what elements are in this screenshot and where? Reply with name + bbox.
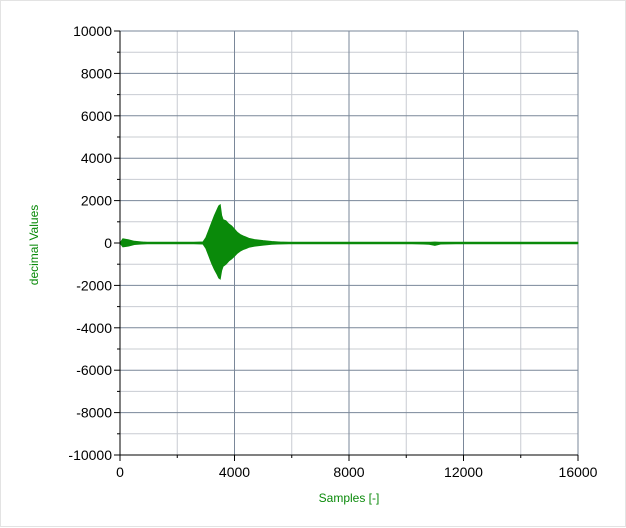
x-tick-label: 12000 bbox=[444, 464, 483, 480]
x-tick-label: 0 bbox=[116, 464, 124, 480]
y-tick-label: 10000 bbox=[73, 23, 112, 39]
y-tick-label: 6000 bbox=[81, 108, 112, 124]
series-layer bbox=[119, 203, 579, 280]
y-tick-label: -6000 bbox=[76, 362, 112, 378]
y-tick-label: -4000 bbox=[76, 320, 112, 336]
y-tick-label: 8000 bbox=[81, 65, 112, 81]
y-tick-label: 0 bbox=[104, 235, 112, 251]
y-axis-title: decimal Values bbox=[27, 205, 41, 285]
y-tick-label: -10000 bbox=[68, 447, 112, 463]
y-tick-label: -8000 bbox=[76, 405, 112, 421]
axes bbox=[114, 30, 579, 461]
y-tick-label: 2000 bbox=[81, 193, 112, 209]
x-tick-label: 4000 bbox=[219, 464, 250, 480]
x-tick-label: 8000 bbox=[333, 464, 364, 480]
x-tick-label: 16000 bbox=[559, 464, 598, 480]
tick-labels: 10000 8000 6000 4000 2000 0 -2000 -4000 -6000 -80… bbox=[68, 23, 597, 480]
y-tick-label: -2000 bbox=[76, 277, 112, 293]
y-tick-label: 4000 bbox=[81, 150, 112, 166]
x-axis-title: Samples [-] bbox=[319, 491, 380, 505]
